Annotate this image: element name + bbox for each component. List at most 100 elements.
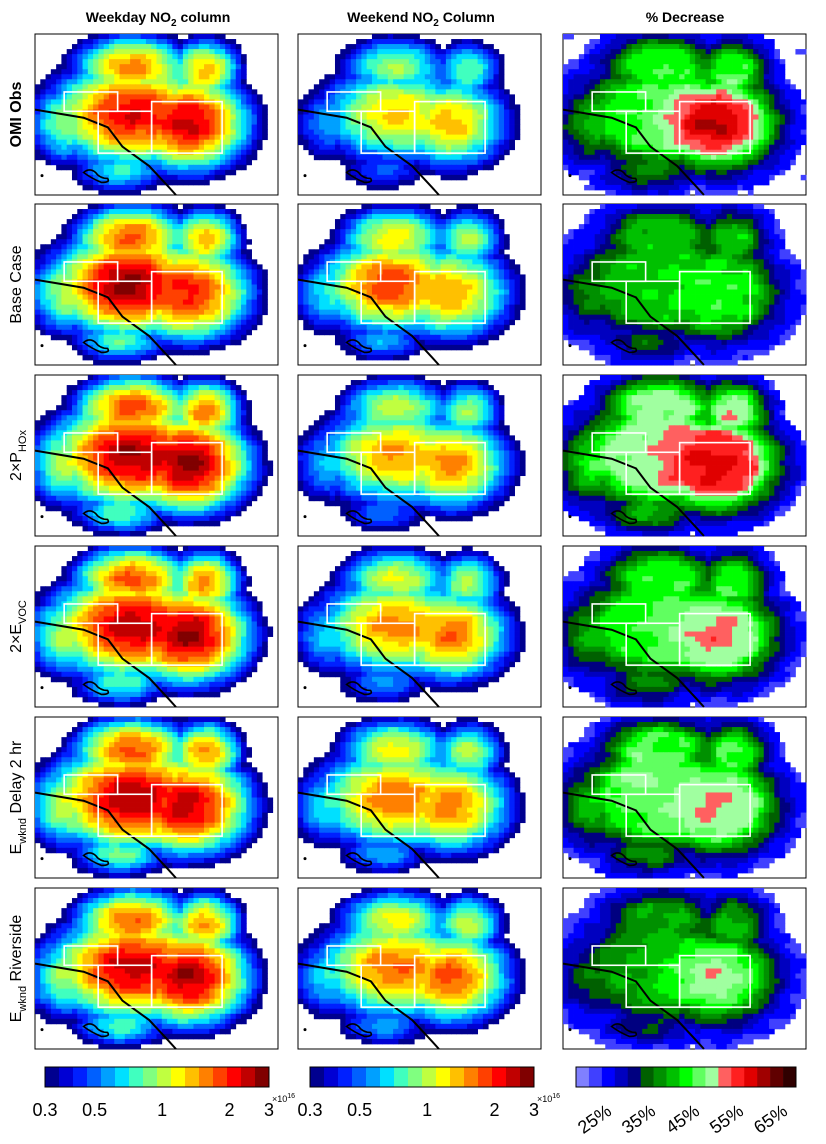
heatmap-cell bbox=[769, 145, 775, 150]
heatmap-cell bbox=[35, 135, 41, 140]
heatmap-cell bbox=[398, 214, 404, 219]
heatmap-cell bbox=[658, 34, 664, 39]
heatmap-cell bbox=[77, 165, 83, 170]
heatmap-cell bbox=[83, 325, 89, 330]
heatmap-cell bbox=[574, 69, 580, 74]
heatmap-cell bbox=[685, 120, 691, 125]
heatmap-cell bbox=[141, 79, 147, 84]
heatmap-cell bbox=[257, 279, 263, 284]
heatmap-cell bbox=[146, 264, 152, 269]
heatmap-cell bbox=[230, 305, 236, 310]
heatmap-cell bbox=[711, 39, 717, 44]
heatmap-cell bbox=[441, 89, 447, 94]
heatmap-cell bbox=[204, 170, 210, 175]
heatmap-cell bbox=[456, 224, 462, 229]
heatmap-cell bbox=[178, 300, 184, 305]
heatmap-cell bbox=[167, 59, 173, 64]
heatmap-cell bbox=[472, 155, 478, 160]
heatmap-cell bbox=[758, 125, 764, 130]
heatmap-cell bbox=[743, 79, 749, 84]
heatmap-cell bbox=[193, 115, 199, 120]
heatmap-cell bbox=[478, 160, 484, 165]
heatmap-cell bbox=[483, 229, 489, 234]
heatmap-cell bbox=[215, 274, 221, 279]
heatmap-cell bbox=[721, 145, 727, 150]
heatmap-cell bbox=[456, 130, 462, 135]
heatmap-cell bbox=[509, 135, 515, 140]
heatmap-cell bbox=[346, 59, 352, 64]
heatmap-cell bbox=[98, 49, 104, 54]
heatmap-cell bbox=[584, 140, 590, 145]
heatmap-cell bbox=[737, 130, 743, 135]
heatmap-cell bbox=[383, 54, 389, 59]
heatmap-cell bbox=[188, 54, 194, 59]
heatmap-cell bbox=[769, 170, 775, 175]
heatmap-cell bbox=[404, 44, 410, 49]
heatmap-cell bbox=[98, 155, 104, 160]
heatmap-cell bbox=[188, 44, 194, 49]
heatmap-cell bbox=[130, 305, 136, 310]
heatmap-cell bbox=[685, 130, 691, 135]
heatmap-cell bbox=[621, 104, 627, 109]
heatmap-cell bbox=[35, 155, 41, 160]
heatmap-cell bbox=[367, 239, 373, 244]
heatmap-cell bbox=[193, 109, 199, 114]
heatmap-cell bbox=[104, 224, 110, 229]
heatmap-cell bbox=[120, 295, 126, 300]
heatmap-cell bbox=[504, 109, 510, 114]
heatmap-cell bbox=[146, 310, 152, 315]
heatmap-cell bbox=[193, 310, 199, 315]
heatmap-cell bbox=[162, 49, 168, 54]
heatmap-cell bbox=[125, 229, 131, 234]
heatmap-cell bbox=[340, 120, 346, 125]
heatmap-cell bbox=[727, 140, 733, 145]
heatmap-cell bbox=[61, 54, 67, 59]
heatmap-cell bbox=[77, 84, 83, 89]
heatmap-cell bbox=[679, 44, 685, 49]
heatmap-cell bbox=[157, 335, 163, 340]
heatmap-cell bbox=[98, 109, 104, 114]
heatmap-cell bbox=[478, 130, 484, 135]
heatmap-cell bbox=[209, 279, 215, 284]
heatmap-cell bbox=[309, 120, 315, 125]
heatmap-cell bbox=[199, 285, 205, 290]
heatmap-cell bbox=[780, 170, 786, 175]
heatmap-cell bbox=[414, 234, 420, 239]
heatmap-cell bbox=[146, 74, 152, 79]
heatmap-cell bbox=[589, 170, 595, 175]
heatmap-cell bbox=[109, 34, 115, 39]
heatmap-cell bbox=[88, 130, 94, 135]
heatmap-cell bbox=[183, 155, 189, 160]
heatmap-cell bbox=[616, 150, 622, 155]
heatmap-cell bbox=[472, 39, 478, 44]
heatmap-cell bbox=[383, 244, 389, 249]
heatmap-cell bbox=[46, 325, 52, 330]
heatmap-cell bbox=[700, 130, 706, 135]
heatmap-cell bbox=[785, 130, 791, 135]
heatmap-cell bbox=[236, 44, 242, 49]
heatmap-cell bbox=[632, 44, 638, 49]
heatmap-cell bbox=[72, 130, 78, 135]
heatmap-cell bbox=[721, 175, 727, 180]
heatmap-cell bbox=[383, 64, 389, 69]
heatmap-cell bbox=[706, 94, 712, 99]
heatmap-cell bbox=[257, 305, 263, 310]
heatmap-cell bbox=[303, 135, 309, 140]
heatmap-cell bbox=[167, 295, 173, 300]
heatmap-cell bbox=[204, 224, 210, 229]
heatmap-cell bbox=[46, 295, 52, 300]
heatmap-cell bbox=[146, 295, 152, 300]
heatmap-cell bbox=[435, 209, 441, 214]
heatmap-cell bbox=[109, 120, 115, 125]
heatmap-cell bbox=[61, 239, 67, 244]
heatmap-cell bbox=[56, 64, 62, 69]
heatmap-cell bbox=[700, 69, 706, 74]
heatmap-cell bbox=[72, 315, 78, 320]
heatmap-cell bbox=[83, 74, 89, 79]
heatmap-cell bbox=[193, 125, 199, 130]
heatmap-cell bbox=[230, 254, 236, 259]
heatmap-cell bbox=[262, 109, 268, 114]
heatmap-cell bbox=[758, 39, 764, 44]
heatmap-cell bbox=[157, 34, 163, 39]
heatmap-cell bbox=[748, 39, 754, 44]
